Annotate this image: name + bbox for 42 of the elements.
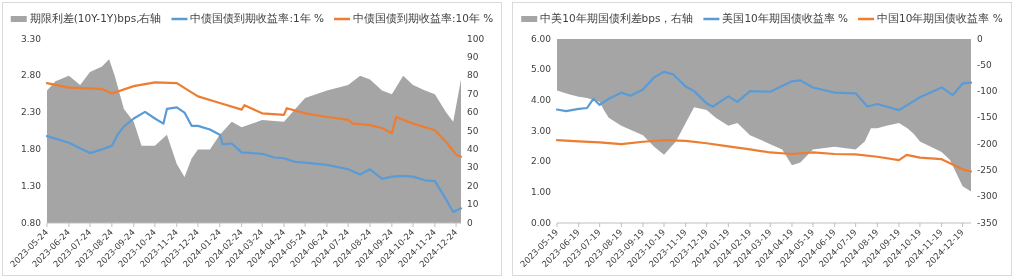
legend-label: 中债国债到期收益率:10年 % (353, 12, 494, 24)
y-tick-label: 0.00 (530, 217, 552, 228)
y2-tick-label: 50 (467, 125, 479, 136)
legend-label: 中国10年期国债收益率 % (877, 12, 1003, 24)
y2-tick-label: -250 (977, 164, 998, 175)
y2-tick-label: 100 (467, 33, 485, 44)
y-tick-label: 0.80 (20, 217, 42, 228)
y2-tick-label: 40 (467, 143, 479, 154)
y2-tick-label: -200 (977, 138, 998, 149)
y2-tick-label: 0 (977, 33, 983, 44)
y-tick-label: 3.00 (530, 125, 552, 136)
y2-tick-label: 80 (467, 70, 479, 81)
legend-label: 美国10年期国债收益率 % (722, 12, 849, 24)
line-series (555, 70, 973, 113)
y-tick-label: 4.00 (530, 94, 552, 105)
y2-tick-label: 10 (467, 199, 479, 210)
y2-tick-label: -350 (977, 217, 998, 228)
line-series (45, 106, 463, 214)
legend-label: 中美10年期国债利差bps，右轴 (540, 12, 694, 24)
y2-tick-label: -300 (977, 191, 998, 202)
y2-tick-label: -150 (977, 112, 998, 123)
y2-tick-label: 90 (467, 51, 479, 62)
y2-tick-label: 60 (467, 107, 479, 118)
y-tick-label: 1.30 (20, 180, 42, 191)
y2-tick-label: 30 (467, 162, 479, 173)
y2-tick-label: 0 (467, 217, 473, 228)
legend-label: 期限利差(10Y-1Y)bps,右轴 (29, 12, 162, 24)
y2-tick-label: 70 (467, 88, 479, 99)
y-tick-label: 2.30 (20, 107, 42, 118)
y2-tick-label: -100 (977, 86, 998, 97)
line-series (45, 81, 463, 158)
y-tick-label: 1.00 (530, 186, 552, 197)
y-tick-label: 1.80 (20, 143, 42, 154)
y2-tick-label: -50 (977, 59, 992, 70)
y-tick-label: 2.80 (20, 70, 42, 81)
y-tick-label: 3.30 (20, 33, 42, 44)
y2-tick-label: 20 (467, 180, 479, 191)
y-tick-label: 5.00 (530, 64, 552, 75)
y-tick-label: 6.00 (530, 33, 552, 44)
line-series (555, 139, 973, 173)
y-tick-label: 2.00 (530, 156, 552, 167)
legend-label: 中债国债到期收益率:1年 % (190, 12, 325, 24)
